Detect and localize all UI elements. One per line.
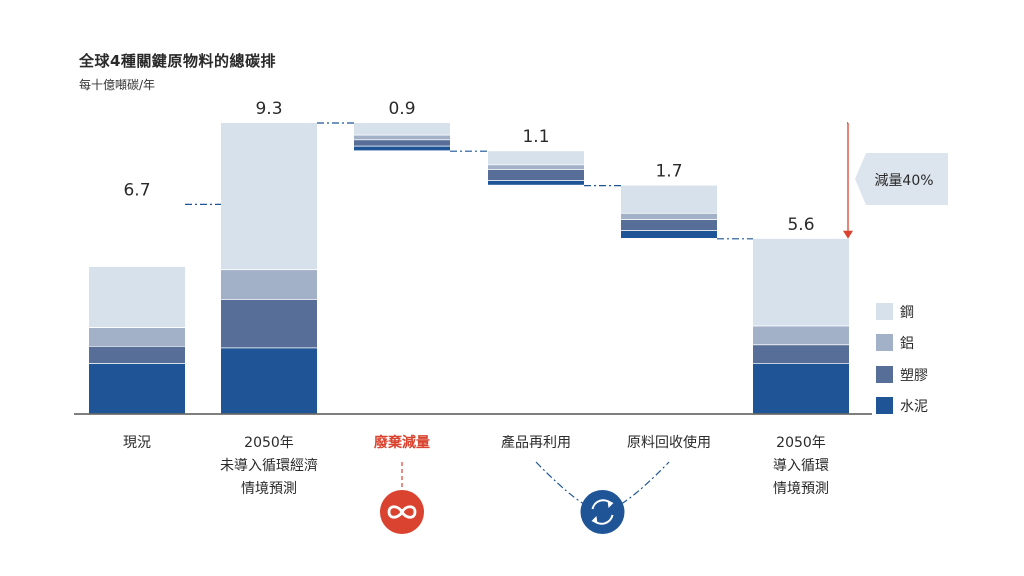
data-label: 1.1	[522, 127, 549, 147]
data-label: 1.7	[655, 162, 682, 182]
bar-segment	[753, 345, 849, 364]
x-tick-label: 未導入循環經濟	[220, 458, 318, 474]
bar-segment	[354, 123, 450, 135]
bar-segment	[753, 326, 849, 345]
legend-swatch	[876, 334, 893, 351]
data-label: 6.7	[123, 180, 150, 200]
legend-label: 塑膠	[900, 368, 928, 384]
bar-segment	[354, 146, 450, 151]
bar-segment	[89, 266, 185, 328]
legend-swatch	[876, 303, 893, 320]
recycle-icon	[580, 490, 625, 534]
bar-segment	[221, 123, 317, 270]
legend-swatch	[876, 366, 893, 383]
reduction-callout	[855, 153, 948, 205]
recycle-arrowhead	[591, 516, 598, 524]
bar-segment	[354, 140, 450, 146]
bar-segment	[89, 363, 185, 414]
bar-segment	[221, 270, 317, 299]
legend-swatch	[876, 397, 893, 414]
bar-segment	[488, 165, 584, 170]
x-tick-label: 導入循環	[773, 458, 829, 474]
x-tick-label: 產品再利用	[501, 434, 571, 451]
data-label: 0.9	[388, 99, 415, 119]
bar-segment	[488, 151, 584, 165]
recycle-arrowhead	[607, 500, 614, 508]
bar-segment	[488, 180, 584, 185]
chart-title: 全球4種關鍵原物料的總碳排	[79, 52, 276, 70]
bar-segment	[621, 220, 717, 231]
legend-label: 鋁	[900, 336, 914, 352]
x-tick-label: 情境預測	[241, 481, 297, 497]
cycle-arc	[535, 461, 670, 513]
bar-segment	[221, 348, 317, 414]
bar-segment	[89, 346, 185, 364]
bar-segment	[621, 185, 717, 213]
data-label: 5.6	[787, 215, 814, 235]
reduction-arrow-head	[843, 230, 853, 239]
chart-subtitle: 每十億噸碳/年	[79, 78, 156, 92]
bar-segment	[488, 169, 584, 181]
infinity-glyph	[387, 505, 417, 519]
x-tick-label: 2050年	[244, 435, 294, 451]
x-tick-label: 2050年	[776, 435, 826, 451]
x-tick-label: 情境預測	[773, 481, 829, 497]
bar-segment	[753, 363, 849, 414]
legend-label: 水泥	[900, 399, 928, 415]
legend-label: 鋼	[900, 305, 914, 321]
bar-segment	[621, 231, 717, 238]
data-label: 9.3	[255, 99, 282, 119]
x-tick-label: 廢棄減量	[374, 434, 430, 451]
bar-segment	[753, 238, 849, 326]
reduction-callout-label: 減量40%	[874, 172, 933, 189]
bar-segment	[354, 135, 450, 140]
bar-segment	[621, 213, 717, 220]
x-tick-label: 原料回收使用	[627, 434, 711, 451]
x-tick-label: 現況	[123, 435, 151, 451]
bar-segment	[89, 328, 185, 346]
bar-segment	[221, 299, 317, 348]
